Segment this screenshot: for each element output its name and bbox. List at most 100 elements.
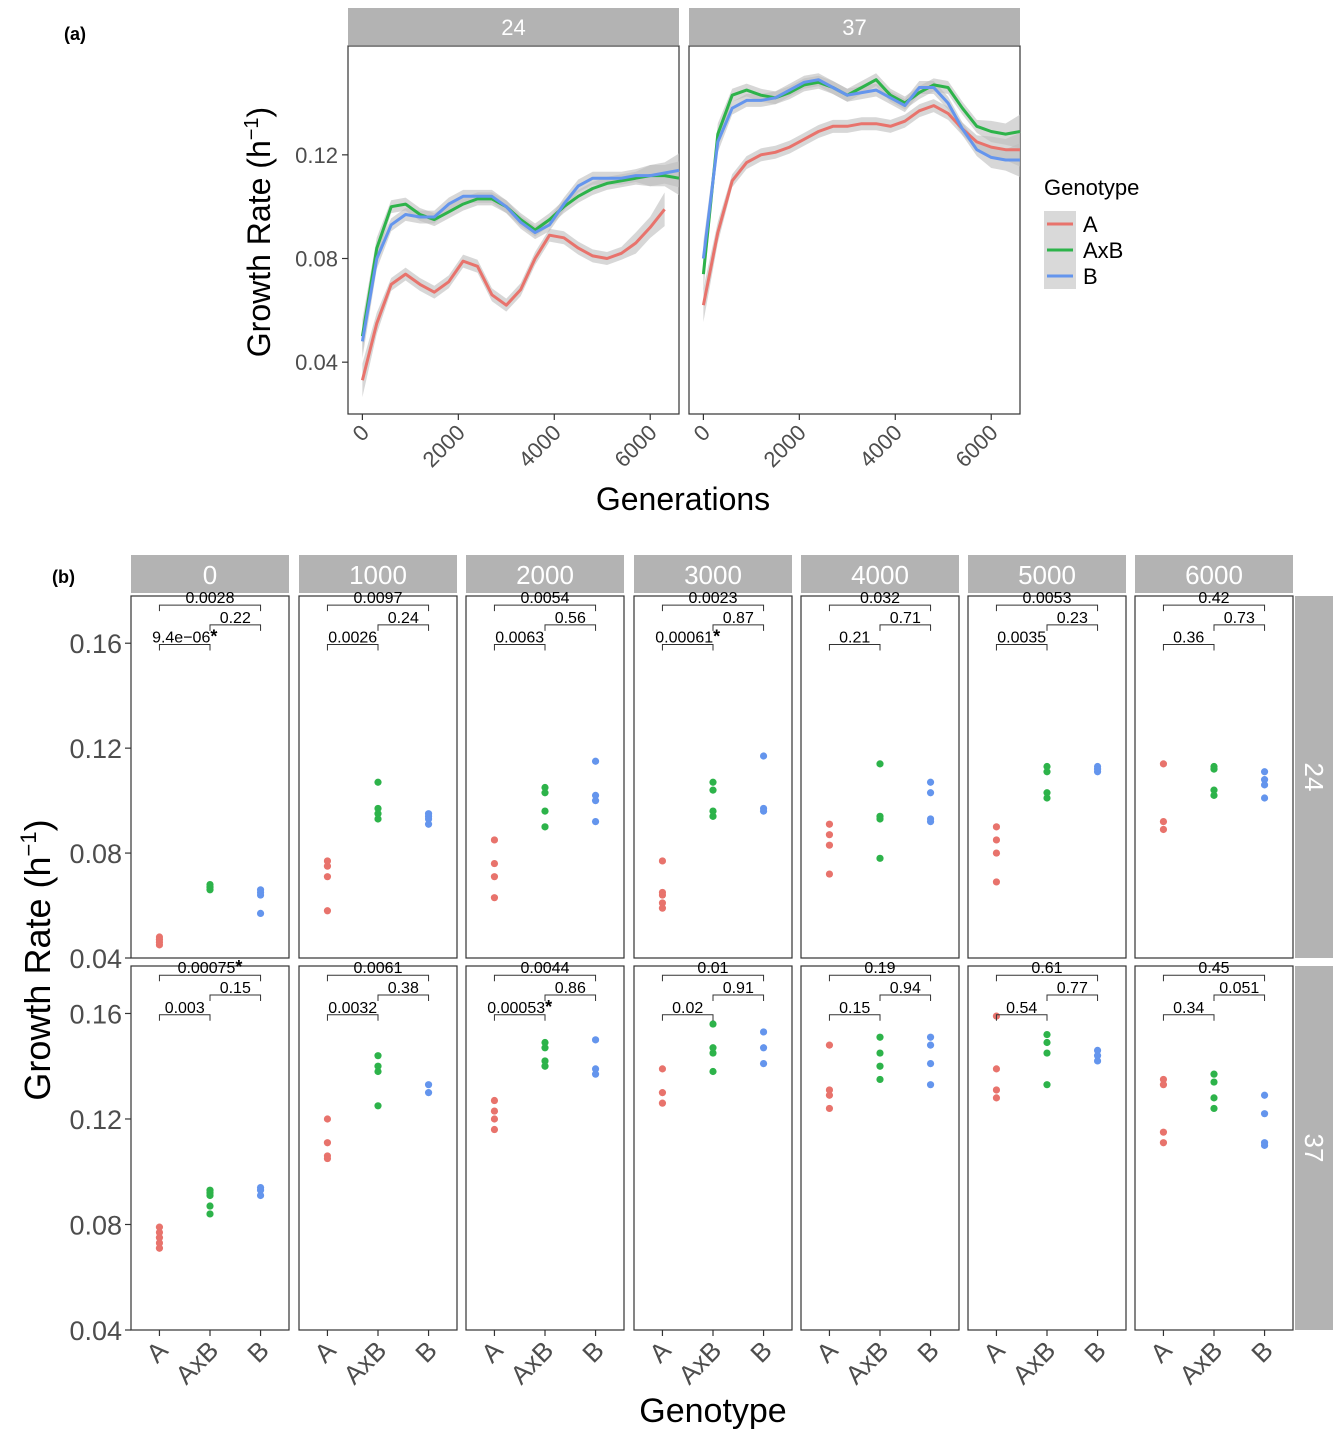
a-ribbon-A [703,99,1020,322]
b-pvalue-A_B: 0.0023 [689,590,738,607]
b-bracket-A_B [158,604,262,612]
b-row-strip-label-24: 24 [1299,763,1329,792]
b-pvalue-AxB_B: 0.15 [220,980,251,997]
panel-b-label: (b) [52,567,75,587]
b-bracket-AxB_B [879,994,932,1002]
b-point-A [323,1152,332,1160]
b-pvalue-AxB_B: 0.86 [555,980,586,997]
b-bracket-A_B [493,604,597,612]
a-xtick-label: 4000 [514,420,566,472]
b-point-B [926,1033,935,1041]
panel-b-chart: 0 1000 2000 3000 4000 5000 6000 24 37 0.04 0.08 0.1… [16,555,1333,1430]
b-pvalue-A_AxB: 0.00061* [655,627,720,647]
b-col-strip-label-6000: 6000 [1185,560,1243,590]
b-point-A [490,1125,499,1134]
b-point-AxB [1210,1094,1218,1102]
b-point-A [155,1228,164,1237]
b-panel [800,595,960,959]
b-pvalue-A_B: 0.032 [860,590,900,607]
a-panel-24 [347,45,680,415]
b-point-AxB [1210,1070,1218,1078]
b-col-strip-label-5000: 5000 [1018,560,1076,590]
b-xtick-label-AxB: AxB [839,1335,894,1390]
b-point-A [323,862,332,870]
b-bracket-A_B [661,604,765,612]
b-pvalue-A_B: 0.45 [1198,960,1229,977]
b-pvalue-A_AxB: 0.003 [165,1000,205,1017]
b-ytick-label: 0.04 [69,944,122,974]
a-line-A [360,208,666,381]
b-point-B [1260,1091,1269,1099]
b-point-AxB [541,807,549,815]
a-xtick-label: 4000 [855,420,907,472]
b-pvalue-AxB_B: 0.87 [723,610,754,627]
b-bracket-AxB_B [209,994,262,1002]
b-point-B [926,815,935,823]
b-col-strip-2000 [466,555,624,593]
b-pvalue-A_B: 0.01 [697,960,728,977]
a-xtick-label: 2000 [759,420,811,472]
b-pvalue-AxB_B: 0.73 [1224,610,1255,627]
b-point-A [658,1065,667,1073]
b-point-AxB [709,786,717,794]
b-point-AxB [541,789,549,797]
a-y-axis-label-close: ) [241,107,277,118]
b-point-AxB [709,812,717,820]
a-strip-24 [348,8,679,45]
b-pvalue-A_B: 0.0061 [354,960,403,977]
b-pvalue-A_B: 0.19 [864,960,895,977]
b-point-A [825,831,834,839]
b-point-AxB [541,823,549,831]
b-row-strip-24 [1295,596,1333,958]
b-point-AxB [1210,1104,1218,1113]
b-bracket-AxB_B [1046,624,1099,631]
b-point-B [591,1036,600,1044]
b-point-B [926,1059,935,1068]
b-point-B [926,1081,935,1089]
b-sig-star: * [545,997,552,1017]
a-ytick-label: 0.08 [295,247,338,272]
b-point-B [1260,1110,1269,1118]
b-point-B [424,1089,433,1097]
b-bracket-A_AxB [158,644,211,651]
b-point-AxB [1043,768,1051,776]
panel-a-chart: 0.04 0.08 0.12 Growth Rate (h−1) Generations… [241,8,1139,517]
b-ytick-label: 0.12 [69,1105,122,1135]
b-point-B [424,1081,433,1089]
b-xtick-label-B: B [409,1335,442,1368]
b-xtick-label-B: B [1078,1335,1111,1368]
b-bracket-A_B [493,974,597,982]
b-pvalue-A_B: 0.42 [1198,590,1229,607]
a-line-AxB [701,78,1021,275]
b-point-AxB [1210,762,1218,771]
a-legend-entry-B: B [1083,264,1098,289]
a-xtick-label: 0 [348,420,374,446]
b-bracket-AxB_B [544,994,597,1002]
b-pvalue-A_AxB: 0.00053* [487,997,552,1017]
b-xtick-label-AxB: AxB [337,1335,392,1390]
b-point-A [1159,760,1168,768]
b-point-AxB [1043,1030,1051,1039]
b-point-A [490,894,499,902]
b-bracket-A_B [661,974,765,982]
b-point-A [323,907,332,915]
b-pvalue-AxB_B: 0.56 [555,610,586,627]
b-bracket-AxB_B [209,624,262,631]
a-ribbon-A [362,192,665,398]
b-pvalue-A_AxB: 0.0035 [997,630,1046,647]
b-point-B [759,1028,768,1036]
b-bracket-AxB_B [879,624,932,631]
b-point-AxB [709,1049,717,1057]
b-point-AxB [374,810,382,818]
b-point-A [992,1094,1001,1102]
b-bracket-A_AxB [661,644,714,651]
b-bracket-A_AxB [1162,1014,1215,1021]
b-point-B [759,752,768,760]
a-xtick-label: 6000 [609,420,661,472]
b-row-strip-label-37: 37 [1299,1134,1329,1163]
b-point-AxB [709,1044,717,1052]
b-point-A [155,1234,164,1242]
b-bracket-A_B [995,974,1099,982]
b-point-AxB [541,783,549,792]
b-point-A [825,1091,834,1099]
